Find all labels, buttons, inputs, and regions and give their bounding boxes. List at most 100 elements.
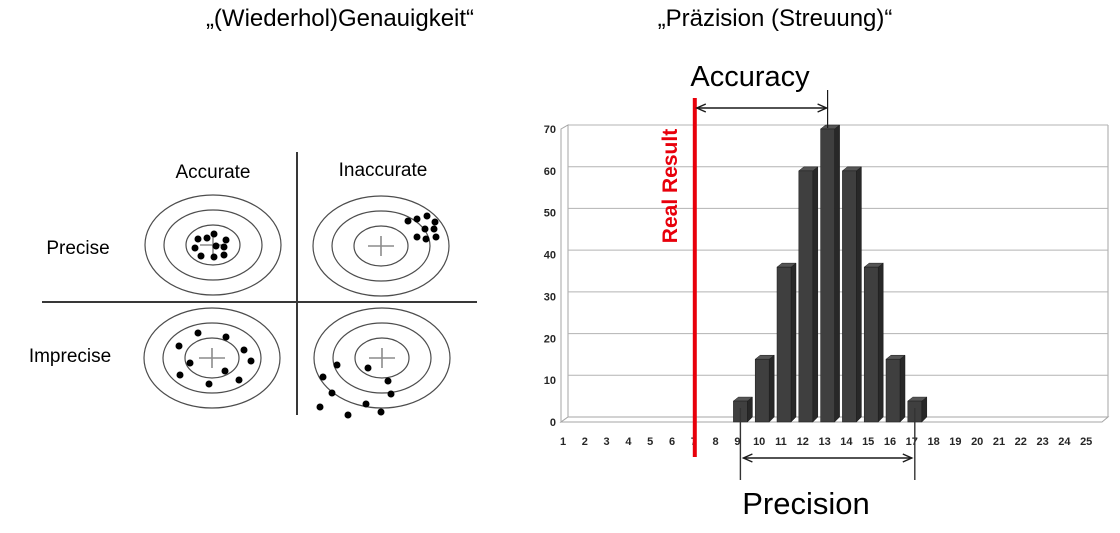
shot-dot — [404, 217, 412, 225]
shot-dot — [384, 377, 392, 385]
bar-front-face — [776, 266, 792, 423]
x-axis-tick-1: 1 — [560, 436, 566, 448]
x-axis-tick-24: 24 — [1058, 436, 1071, 448]
bar-side-face — [834, 124, 840, 423]
x-axis-tick-13: 13 — [818, 436, 830, 448]
shot-dot — [212, 242, 220, 250]
accuracy-arrow-left-head — [695, 103, 707, 113]
shot-dot — [387, 390, 395, 398]
shot-dot — [235, 376, 243, 384]
shot-dot — [328, 389, 336, 397]
target-ring — [143, 307, 281, 409]
y-axis-tick-60: 60 — [544, 166, 556, 178]
target-ring — [185, 224, 241, 266]
shot-dot — [247, 357, 255, 365]
shot-dot — [194, 235, 202, 243]
x-axis-tick-2: 2 — [582, 436, 588, 448]
bar-front-face — [798, 170, 814, 423]
target-imprecise-accurate — [143, 307, 281, 409]
x-axis-tick-17: 17 — [906, 436, 918, 448]
shot-dot — [205, 380, 213, 388]
x-axis-tick-21: 21 — [993, 436, 1005, 448]
precision-arrow-right-head — [902, 453, 914, 463]
shot-dot — [362, 400, 370, 408]
shot-dot — [222, 333, 230, 341]
shot-dot — [377, 408, 385, 416]
accuracy-annotation-label: Accuracy — [690, 61, 810, 93]
shot-dot — [413, 233, 421, 241]
shot-dot — [220, 243, 228, 251]
shot-dot — [431, 218, 439, 226]
target-ring — [184, 337, 240, 379]
target-ring — [163, 209, 263, 281]
shot-dot — [197, 252, 205, 260]
shot-dot — [344, 411, 352, 419]
target-ring — [144, 194, 282, 296]
bar-12 — [798, 166, 819, 423]
shot-dot — [194, 329, 202, 337]
shot-dot — [221, 367, 229, 375]
x-axis-tick-11: 11 — [775, 436, 787, 448]
x-axis-tick-12: 12 — [797, 436, 809, 448]
target-ring — [312, 195, 450, 297]
shot-dot — [191, 244, 199, 252]
shot-dot — [210, 253, 218, 261]
target-center-crosshair-icon — [368, 236, 394, 256]
x-axis-tick-6: 6 — [669, 436, 675, 448]
bar-10 — [754, 354, 775, 423]
bar-side-face — [768, 354, 775, 423]
shot-dot — [422, 235, 430, 243]
x-axis-tick-19: 19 — [949, 436, 961, 448]
target-ring — [354, 337, 410, 379]
shot-dot — [432, 233, 440, 241]
y-axis-tick-30: 30 — [544, 291, 556, 303]
x-axis-tick-23: 23 — [1036, 436, 1048, 448]
shot-dot — [423, 212, 431, 220]
shot-dot — [413, 215, 421, 223]
x-axis-tick-22: 22 — [1015, 436, 1027, 448]
x-axis-tick-8: 8 — [713, 436, 719, 448]
target-center-crosshair-icon — [369, 348, 395, 368]
target-ring — [331, 210, 431, 282]
shot-dot — [319, 373, 327, 381]
y-axis-tick-0: 0 — [550, 417, 556, 429]
x-axis-tick-5: 5 — [647, 436, 653, 448]
bar-side-face — [790, 262, 797, 423]
bar-side-face — [856, 166, 862, 423]
shot-dot — [210, 230, 218, 238]
shot-dot — [364, 364, 372, 372]
x-axis-tick-16: 16 — [884, 436, 896, 448]
x-axis-tick-18: 18 — [927, 436, 939, 448]
x-axis-tick-25: 25 — [1080, 436, 1092, 448]
column-label-accurate: Accurate — [175, 162, 251, 183]
shot-dot — [421, 225, 429, 233]
real-result-label: Real Result — [659, 128, 682, 244]
accuracy-arrow — [695, 103, 829, 113]
bar-13 — [819, 124, 841, 423]
shot-dot — [222, 236, 230, 244]
bar-side-face — [812, 166, 819, 423]
shot-dot — [430, 225, 438, 233]
bar-side-face — [899, 354, 906, 423]
shot-dot — [203, 234, 211, 242]
x-axis-tick-14: 14 — [840, 436, 853, 448]
target-imprecise-inaccurate — [313, 307, 451, 419]
bar-front-face — [754, 358, 770, 423]
bar-9 — [732, 396, 754, 423]
target-ring — [313, 307, 451, 409]
row-label-imprecise: Imprecise — [28, 346, 112, 367]
bar-side-face — [877, 262, 884, 423]
bar-14 — [841, 166, 863, 423]
y-axis-tick-70: 70 — [544, 124, 556, 136]
bar-front-face — [820, 128, 835, 423]
column-label-inaccurate: Inaccurate — [338, 160, 428, 181]
x-axis-tick-15: 15 — [862, 436, 874, 448]
bar-front-face — [842, 170, 857, 423]
bar-15 — [863, 262, 884, 423]
x-axis-tick-4: 4 — [625, 436, 632, 448]
right-panel-title: „Präzision (Streuung)“ — [657, 5, 893, 32]
x-axis-tick-3: 3 — [604, 436, 610, 448]
shot-dot — [220, 251, 228, 259]
left-panel-title: „(Wiederhol)Genauigkeit“ — [205, 5, 475, 32]
